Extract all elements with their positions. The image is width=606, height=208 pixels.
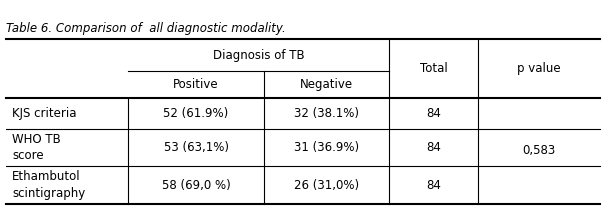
Text: 84: 84	[426, 107, 441, 120]
Text: 32 (38.1%): 32 (38.1%)	[295, 107, 359, 120]
Text: 58 (69,0 %): 58 (69,0 %)	[162, 179, 230, 192]
Text: 84: 84	[426, 141, 441, 154]
Text: Ethambutol: Ethambutol	[12, 170, 81, 183]
Text: Total: Total	[420, 62, 447, 75]
Text: 53 (63,1%): 53 (63,1%)	[164, 141, 228, 154]
Text: Negative: Negative	[300, 78, 353, 91]
Text: Diagnosis of TB: Diagnosis of TB	[213, 48, 304, 62]
Text: score: score	[12, 149, 44, 162]
Text: 84: 84	[426, 179, 441, 192]
Text: scintigraphy: scintigraphy	[12, 187, 85, 200]
Text: Table 6. Comparison of  all diagnostic modality.: Table 6. Comparison of all diagnostic mo…	[6, 22, 286, 35]
Text: 52 (61.9%): 52 (61.9%)	[164, 107, 228, 120]
Text: WHO TB: WHO TB	[12, 133, 61, 146]
Text: p value: p value	[518, 62, 561, 75]
Text: 0,583: 0,583	[522, 144, 556, 157]
Text: 31 (36.9%): 31 (36.9%)	[294, 141, 359, 154]
Text: 26 (31,0%): 26 (31,0%)	[294, 179, 359, 192]
Text: Positive: Positive	[173, 78, 219, 91]
Text: KJS criteria: KJS criteria	[12, 107, 76, 120]
